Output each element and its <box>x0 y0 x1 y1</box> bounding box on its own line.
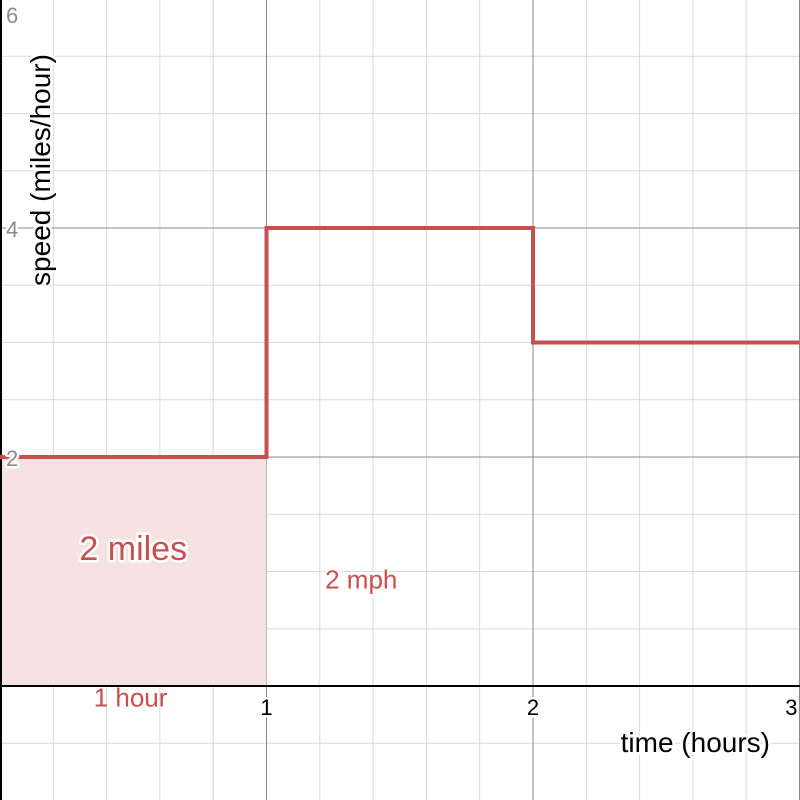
x-tick-label: 1 <box>260 695 272 720</box>
speed-series-line <box>0 226 800 459</box>
y-tick-label: 2 <box>6 446 18 471</box>
annotation-duration: 1 hour <box>94 683 168 713</box>
annotation-area: 2 miles <box>79 530 187 568</box>
x-tick-label: 3 <box>785 695 797 720</box>
shaded-area <box>0 457 267 686</box>
x-axis-label: time (hours) <box>621 727 770 758</box>
y-axis-label: speed (miles/hour) <box>25 54 56 286</box>
tick-labels: 1 2 3 2 4 6 <box>4 1 800 723</box>
y-tick-label: 6 <box>6 3 18 28</box>
y-tick-label: 4 <box>6 217 18 242</box>
x-tick-label: 2 <box>527 695 539 720</box>
annotation-rate: 2 mph <box>325 565 397 595</box>
